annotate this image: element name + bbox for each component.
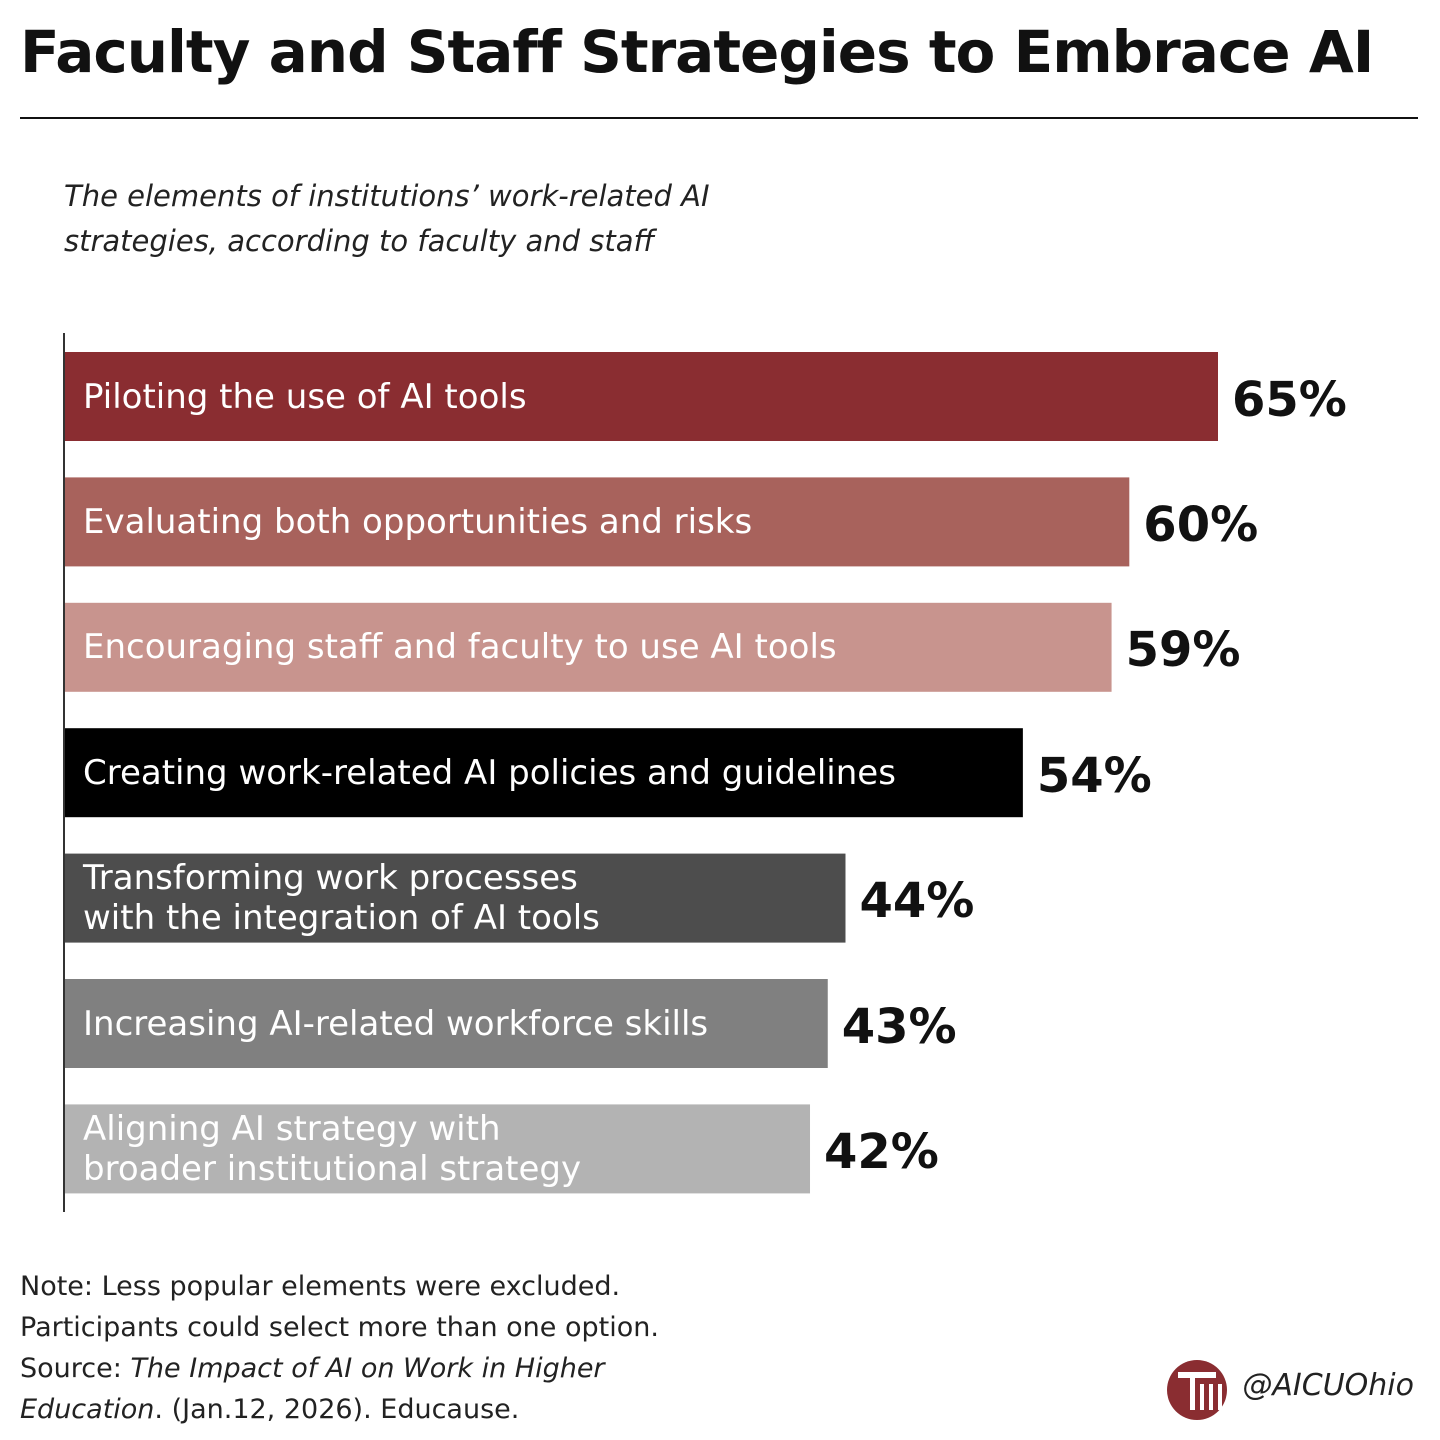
- bar-label: Aligning AI strategy with broader instit…: [83, 1108, 582, 1189]
- subtitle: The elements of institutions’ work-relat…: [64, 179, 710, 258]
- value-label: 60%: [1143, 496, 1259, 553]
- title-rule: [20, 117, 1418, 119]
- bar: [65, 477, 1130, 567]
- credit: @AICUOhio: [1242, 1368, 1414, 1403]
- source-prefix: Source:: [20, 1353, 122, 1384]
- value-label: 65%: [1232, 371, 1347, 428]
- bar: [65, 1104, 811, 1194]
- value-label: 44%: [859, 873, 975, 930]
- bar: [65, 602, 1112, 692]
- bar-label: Encouraging staff and faculty to use AI …: [83, 627, 837, 668]
- bar: [65, 352, 1218, 441]
- source-title: The Impact of AI on Work in Higher Educa…: [20, 1353, 605, 1425]
- bar-label: Piloting the use of AI tools: [83, 376, 527, 417]
- logo: [1167, 1360, 1227, 1420]
- value-label: 59%: [1125, 622, 1241, 679]
- bar-label: Creating work-related AI policies and gu…: [83, 752, 896, 793]
- bar: [65, 979, 828, 1068]
- bar: [65, 728, 1023, 818]
- value-label: 42%: [824, 1123, 939, 1180]
- footnotes: Note: Less popular elements were exclude…: [20, 1266, 659, 1430]
- bar: [65, 853, 846, 943]
- source-suffix: . (Jan.12, 2026). Educause.: [154, 1394, 520, 1425]
- note: Participants could select more than one …: [20, 1312, 659, 1343]
- bar-label: Increasing AI-related workforce skills: [83, 1003, 709, 1044]
- bar-label: Transforming work processes with the int…: [83, 858, 600, 939]
- value-label: 54%: [1036, 747, 1152, 804]
- note: Note: Less popular elements were exclude…: [20, 1271, 621, 1302]
- value-label: 43%: [841, 998, 957, 1055]
- source: Source: The Impact of AI on Work in High…: [20, 1348, 620, 1430]
- bar-label: Evaluating both opportunities and risks: [83, 501, 753, 542]
- chart-title: Faculty and Staff Strategies to Embrace …: [20, 18, 1374, 86]
